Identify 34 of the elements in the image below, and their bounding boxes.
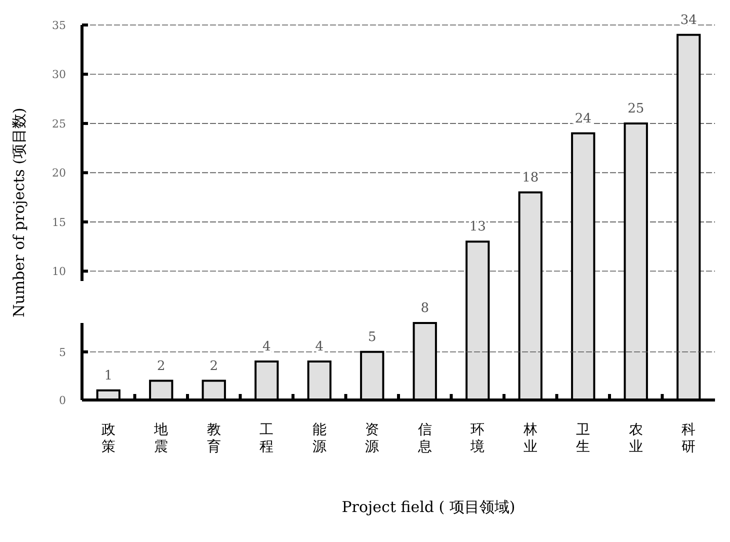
data-label: 4 (262, 340, 271, 354)
data-label: 1 (104, 368, 113, 384)
data-label: 34 (680, 12, 697, 28)
x-tick-label: 科研 (682, 422, 696, 455)
x-tick-label: 能源 (312, 422, 326, 455)
data-label: 4 (315, 340, 324, 354)
y-tick-label: 25 (52, 117, 66, 130)
data-label: 24 (574, 111, 592, 126)
data-label: 5 (368, 330, 376, 345)
y-axis-title: Number of projects (项目数) (10, 108, 28, 318)
y-tick-label: 10 (52, 265, 66, 278)
x-tick-label: 政策 (101, 422, 116, 455)
data-label: 25 (628, 101, 644, 116)
data-label: 8 (420, 301, 430, 316)
x-axis-title: Project field ( 项目领域) (342, 498, 516, 516)
y-tick-label: 35 (52, 19, 66, 32)
x-tick-label: 环境 (470, 422, 485, 455)
data-label: 18 (522, 170, 539, 186)
x-tick-label: 工程 (260, 422, 274, 455)
y-tick-label: 20 (52, 166, 66, 180)
data-label: 2 (156, 358, 166, 374)
data-label: 13 (469, 220, 486, 235)
x-tick-label: 农业 (628, 422, 643, 455)
y-tick-label: 0 (59, 394, 66, 407)
x-tick-label: 地震 (153, 422, 168, 455)
data-label: 2 (210, 358, 218, 374)
y-tick-label: 15 (52, 216, 66, 229)
y-tick-label: 30 (52, 68, 66, 82)
x-tick-label: 卫生 (576, 422, 590, 455)
x-tick-label: 信息 (416, 422, 432, 455)
y-tick-label: 5 (59, 346, 66, 359)
x-tick-label: 资源 (365, 422, 380, 455)
x-tick-label: 教育 (206, 422, 221, 455)
x-tick-label: 林业 (522, 422, 538, 455)
